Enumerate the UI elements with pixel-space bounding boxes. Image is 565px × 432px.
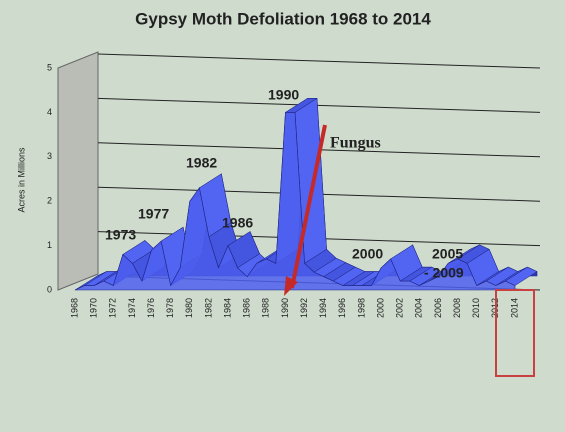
x-tick-label: 1968 (69, 298, 79, 318)
grid-line (97, 97, 541, 113)
x-tick-label: 2002 (395, 298, 405, 318)
y-tick-label: 2 (47, 196, 52, 206)
x-tick-label: 2004 (414, 298, 424, 318)
x-tick-label: 2006 (433, 298, 443, 318)
x-tick-label: 1982 (203, 298, 213, 318)
annotation: 1990 (268, 87, 299, 103)
x-tick-label: 1970 (89, 298, 99, 318)
x-tick-label: 1990 (280, 298, 290, 318)
y-tick-label: 1 (47, 240, 52, 250)
side-wall (57, 51, 99, 291)
x-tick-label: 1994 (318, 298, 328, 318)
x-tick-label: 1992 (299, 298, 309, 318)
chart-title: Gypsy Moth Defoliation 1968 to 2014 (135, 9, 431, 28)
arrow-head (284, 276, 298, 296)
x-tick-label: 1980 (184, 298, 194, 318)
y-tick-label: 3 (47, 151, 52, 161)
grid-line (97, 53, 541, 69)
x-tick-label: 1986 (242, 298, 252, 318)
arrow (290, 124, 327, 289)
x-tick-label: 1984 (222, 298, 232, 318)
annotation: 1982 (186, 155, 217, 171)
plot: 0 1 2 3 4 5 1968 1970 1972 1974 1976 1978 1980 1982 19… (47, 53, 541, 318)
x-tick-label: 2010 (471, 298, 481, 318)
annotation: - 2009 (424, 265, 464, 281)
annotation: 1973 (105, 227, 136, 243)
x-tick-label: 1978 (165, 298, 175, 318)
x-tick-label: 2008 (452, 298, 462, 318)
x-tick-label: 1988 (261, 298, 271, 318)
y-tick-label: 4 (47, 107, 52, 117)
area (74, 112, 516, 291)
x-tick-label: 1974 (127, 298, 137, 318)
x-tick-label: 2014 (509, 298, 519, 318)
annotation: Fungus (330, 135, 381, 152)
highlight-box (495, 289, 535, 377)
x-tick-label: 1976 (146, 298, 156, 318)
y-tick-label: 0 (47, 284, 52, 294)
annotation: 2000 (352, 246, 383, 262)
x-tick-label: 2000 (375, 298, 385, 318)
annotation: 1977 (138, 206, 169, 222)
x-tick-label: 1996 (337, 298, 347, 318)
x-tick-label: 1998 (356, 298, 366, 318)
annotation: 2005 (432, 246, 463, 262)
annotation: 1986 (222, 215, 253, 231)
y-tick-label: 5 (47, 62, 52, 72)
x-tick-label: 1972 (108, 298, 118, 318)
y-axis-label: Acres in Millions (16, 147, 26, 213)
